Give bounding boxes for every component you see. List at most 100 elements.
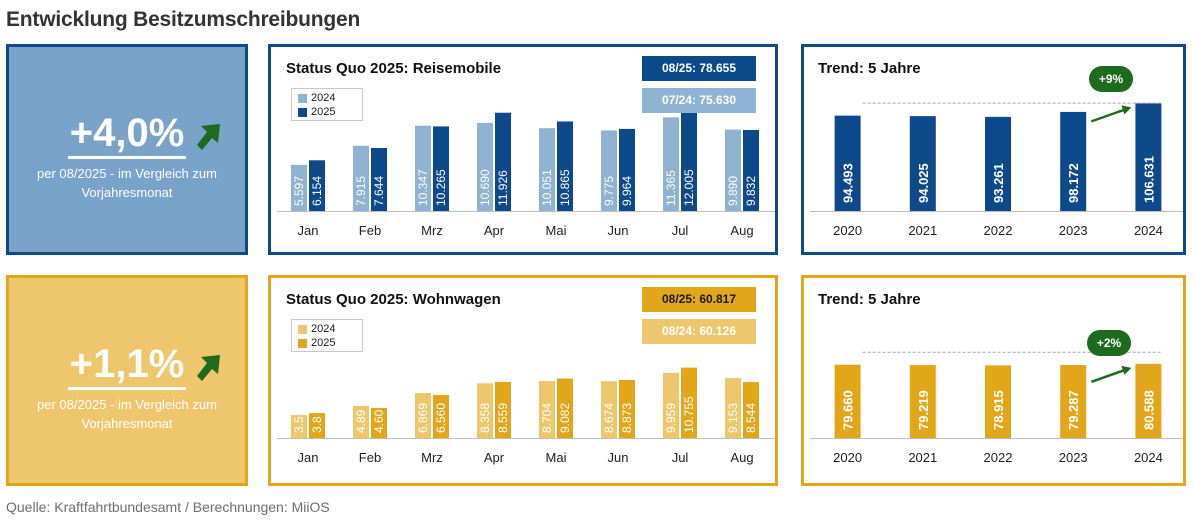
growth-badge: +2%: [1087, 330, 1131, 356]
legend-item-2024: 2024: [298, 322, 362, 336]
growth-arrow-line: [1090, 368, 1126, 384]
growth-arrow-head: [1121, 365, 1132, 375]
trend-reisemobile-panel: 94.493 2020 94.025 2021 93.261 2022 98.172 2023…: [801, 44, 1186, 255]
bar-2020: [834, 115, 861, 211]
bar-2025-jul: [681, 112, 697, 211]
bar-2025-mai: [557, 378, 573, 438]
arrow-up-right-icon: [197, 355, 220, 381]
bar-value-label: 3.8: [310, 416, 324, 433]
x-tick-label: 2021: [908, 223, 937, 238]
bar-value-label: 10.265: [434, 169, 448, 206]
bar-value-label: 8.544: [744, 403, 758, 433]
monthly-bar-chart: 3.5 3.8 Jan 4.89 4.60 Feb 6.869 6.560 Mrz 8.358 8.…: [277, 367, 775, 465]
growth-badge: +9%: [1089, 66, 1133, 92]
bar-2025-jan: [309, 413, 325, 438]
bar-value-label: 9.775: [602, 176, 616, 206]
status-quo-wohnwagen-panel: 3.5 3.8 Jan 4.89 4.60 Feb 6.869 6.560 Mrz 8.358 8.…: [268, 275, 778, 486]
bar-2024-feb: [353, 405, 369, 438]
x-tick-label: Jan: [298, 450, 319, 465]
x-tick-label: Feb: [359, 223, 381, 238]
x-tick-label: 2022: [984, 223, 1013, 238]
bar-2024-apr: [477, 383, 493, 438]
x-tick-label: Mrz: [421, 223, 443, 238]
bar-value-label: 7.915: [354, 176, 368, 206]
bar-2025-jan: [309, 160, 325, 211]
bar-2022: [985, 365, 1011, 438]
x-tick-label: 2021: [908, 450, 937, 465]
x-tick-label: Mrz: [421, 450, 443, 465]
bar-value-label: 3.5: [292, 416, 306, 433]
growth-arrow-head: [1121, 105, 1132, 115]
kpi-value: +1,1%: [9, 342, 245, 390]
bar-value-label: 9.082: [558, 403, 572, 433]
trend-bar-chart: 94.493 2020 94.025 2021 93.261 2022 98.172 2023…: [810, 102, 1183, 238]
bar-value-label: 98.172: [1066, 163, 1081, 203]
bar-2025-aug: [743, 382, 759, 438]
bar-value-label: 93.261: [991, 163, 1006, 203]
bar-2025-apr: [495, 381, 511, 438]
bar-2022: [985, 116, 1011, 211]
bar-value-label: 9.832: [744, 176, 758, 206]
bar-value-label: 79.219: [916, 390, 931, 430]
x-tick-label: Jul: [672, 223, 689, 238]
bar-2024-mrz: [415, 393, 431, 438]
bar-2024-feb: [353, 145, 369, 211]
bar-2025-jun: [619, 128, 635, 211]
bar-2024-jan: [291, 164, 307, 211]
chart-legend: 2024 2025: [291, 319, 363, 352]
bar-2024-jul: [663, 372, 679, 438]
bar-2020: [834, 364, 861, 438]
kpi-card-wohnwagen: +1,1% per 08/2025 - im Vergleich zum Vor…: [6, 275, 248, 486]
bar-value-label: 12.005: [682, 169, 696, 206]
bar-value-label: 8.873: [620, 403, 634, 433]
kpi-value-text: +1,1%: [67, 342, 187, 390]
chart-legend: 2024 2025: [291, 88, 363, 121]
bar-2025-feb: [371, 407, 387, 438]
chart-title: Trend: 5 Jahre: [818, 291, 921, 308]
bar-value-label: 94.025: [916, 163, 931, 203]
current-total-badge: 08/25: 78.655: [642, 56, 756, 81]
growth-arrow-line: [1090, 108, 1126, 123]
bar-value-label: 5.597: [292, 176, 306, 206]
x-tick-label: Jul: [672, 450, 689, 465]
bar-2025-apr: [495, 112, 511, 211]
bar-value-label: 94.493: [841, 163, 856, 203]
bar-value-label: 11.365: [664, 170, 678, 206]
bar-2023: [1060, 365, 1087, 438]
bar-value-label: 6.869: [416, 403, 430, 433]
bar-2024-mai: [539, 128, 555, 211]
bar-2024-jun: [601, 130, 617, 211]
bar-2024-mai: [539, 381, 555, 438]
status-quo-reisemobile-panel: 5.597 6.154 Jan 7.915 7.644 Feb 10.347 10.265 Mr…: [268, 44, 778, 255]
bar-2024: [1135, 363, 1162, 438]
bar-2025-feb: [371, 148, 387, 211]
x-tick-label: Feb: [359, 450, 381, 465]
legend-swatch: [298, 324, 307, 334]
arrow-up-right-icon: [197, 124, 220, 150]
bar-2025-jun: [619, 379, 635, 438]
x-tick-label: Jun: [608, 450, 629, 465]
bar-value-label: 8.559: [496, 403, 510, 433]
x-tick-label: 2020: [833, 223, 862, 238]
x-tick-label: Mai: [546, 450, 567, 465]
bar-value-label: 6.560: [434, 403, 448, 433]
bar-value-label: 10.051: [540, 169, 554, 206]
x-tick-label: Jun: [608, 223, 629, 238]
x-tick-label: Apr: [484, 223, 505, 238]
bar-value-label: 4.60: [372, 409, 386, 433]
bar-2024: [1135, 103, 1162, 211]
x-tick-label: Mai: [546, 223, 567, 238]
bar-value-label: 80.588: [1141, 390, 1156, 430]
current-total-badge: 08/25: 60.817: [642, 287, 756, 312]
bar-2021: [909, 116, 936, 211]
legend-label: 2025: [311, 337, 336, 349]
trend-wohnwagen-panel: 79.660 2020 79.219 2021 78.915 2022 79.287 2023…: [801, 275, 1186, 486]
bar-value-label: 10.690: [478, 169, 492, 206]
x-tick-label: Apr: [484, 450, 505, 465]
bar-2025-jul: [681, 367, 697, 438]
kpi-value: +4,0%: [9, 111, 245, 159]
bar-2024-jun: [601, 381, 617, 438]
bar-value-label: 9.964: [620, 176, 634, 206]
chart-title: Status Quo 2025: Reisemobile: [286, 60, 502, 77]
bar-value-label: 79.660: [841, 390, 856, 430]
